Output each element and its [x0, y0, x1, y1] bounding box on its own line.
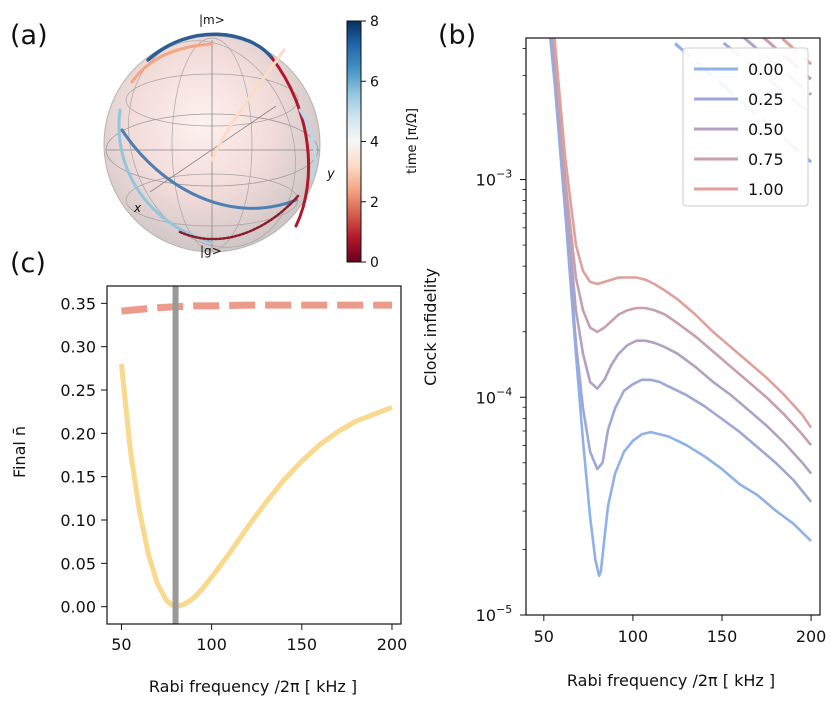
- bloch-north-label: |m>: [199, 13, 225, 27]
- panel-c: 50 100 150 200 0.00 0.05 0.10 0.15 0.20 0.25 0.30 0…: [10, 285, 408, 696]
- legend: 0.00 0.25 0.50 0.75 1.00: [682, 47, 809, 207]
- y-tick-label: 0.05: [60, 554, 96, 573]
- sphere-meridian-1: [171, 37, 253, 251]
- trajectory-arc-blue-lower: [120, 128, 298, 210]
- trajectory-arc-lightblue-right: [298, 108, 317, 180]
- panel-c-ylabel: Final n̄: [10, 426, 29, 478]
- x-tick-label: 50: [111, 635, 131, 654]
- colorbar-tick-label: 4: [370, 135, 379, 151]
- x-tick-label: 200: [796, 627, 827, 646]
- colorbar: 0 2 4 6 8 time [π/Ω]: [346, 14, 420, 271]
- panel-c-frame: [106, 285, 402, 625]
- trajectory-arc-salmon: [130, 42, 214, 84]
- solid-series-0.75: [552, 38, 813, 447]
- y-tick-label: 10: [476, 388, 496, 407]
- colorbar-tick-label: 0: [370, 255, 379, 271]
- legend-label: 0.50: [748, 120, 784, 139]
- bloch-sphere: |m> |g> x y: [103, 13, 335, 258]
- sphere-meridian-2: [128, 40, 296, 248]
- x-tick-label: 50: [534, 627, 554, 646]
- y-tick-label: 10: [476, 171, 496, 190]
- legend-label: 0.75: [748, 150, 784, 169]
- panel-label-a: (a): [10, 20, 48, 51]
- y-tick-exponent: −5: [496, 603, 512, 616]
- colorbar-tick-label: 2: [370, 195, 379, 211]
- bloch-y-label: y: [326, 167, 335, 182]
- trajectory-arc-pink: [210, 48, 286, 162]
- y-tick-label: 0.20: [60, 424, 96, 443]
- legend-label: 1.00: [748, 180, 784, 199]
- x-tick-label: 150: [287, 635, 318, 654]
- colorbar-bar: [346, 20, 362, 263]
- y-tick-exponent: −3: [496, 168, 512, 181]
- trajectory-arc-red: [270, 56, 311, 228]
- y-tick-label: 10: [476, 606, 496, 625]
- panel-b-xlabel: Rabi frequency /2π [ kHz ]: [567, 671, 775, 690]
- colorbar-label: time [π/Ω]: [405, 108, 420, 174]
- solid-series-1.00: [553, 38, 813, 429]
- trajectory-arc-dark-blue: [146, 32, 274, 62]
- legend-box: [682, 47, 809, 207]
- y-tick-label: 0.35: [60, 294, 96, 313]
- sphere-axis-x: [149, 105, 277, 193]
- bloch-south-label: |g>: [200, 244, 222, 258]
- panel-c-xlabel: Rabi frequency /2π [ kHz ]: [149, 677, 357, 696]
- bloch-x-label: x: [133, 201, 142, 215]
- panel-label-b: (b): [438, 20, 476, 51]
- y-tick-label: 0.15: [60, 468, 96, 487]
- trajectory-arc-darkred: [178, 194, 300, 241]
- legend-label: 0.00: [748, 60, 784, 79]
- solid-series-0.50: [551, 38, 813, 475]
- y-tick-label: 0.30: [60, 338, 96, 357]
- x-tick-label: 100: [196, 635, 227, 654]
- legend-label: 0.25: [748, 90, 784, 109]
- colorbar-tick-label: 8: [370, 14, 379, 30]
- trajectory-arc-lightblue: [117, 108, 214, 244]
- series-final-nbar-dashed: [121, 301, 392, 315]
- dashed-series-0.75: [761, 38, 813, 81]
- panel-b-ylabel: Clock infidelity: [421, 268, 440, 386]
- solid-series-0.25: [549, 38, 813, 503]
- y-tick-label: 0.10: [60, 511, 96, 530]
- solid-series-0.00: [548, 38, 813, 578]
- y-tick-label: 0.25: [60, 381, 96, 400]
- panel-label-c: (c): [10, 248, 46, 279]
- panel-b-frame: [525, 37, 821, 616]
- colorbar-tick-label: 6: [370, 74, 379, 90]
- series-final-nbar-solid: [118, 363, 393, 610]
- y-tick-exponent: −4: [496, 385, 512, 398]
- y-tick-label: 0.00: [60, 598, 96, 617]
- x-tick-label: 150: [707, 627, 738, 646]
- x-tick-label: 200: [377, 635, 408, 654]
- x-tick-label: 100: [618, 627, 649, 646]
